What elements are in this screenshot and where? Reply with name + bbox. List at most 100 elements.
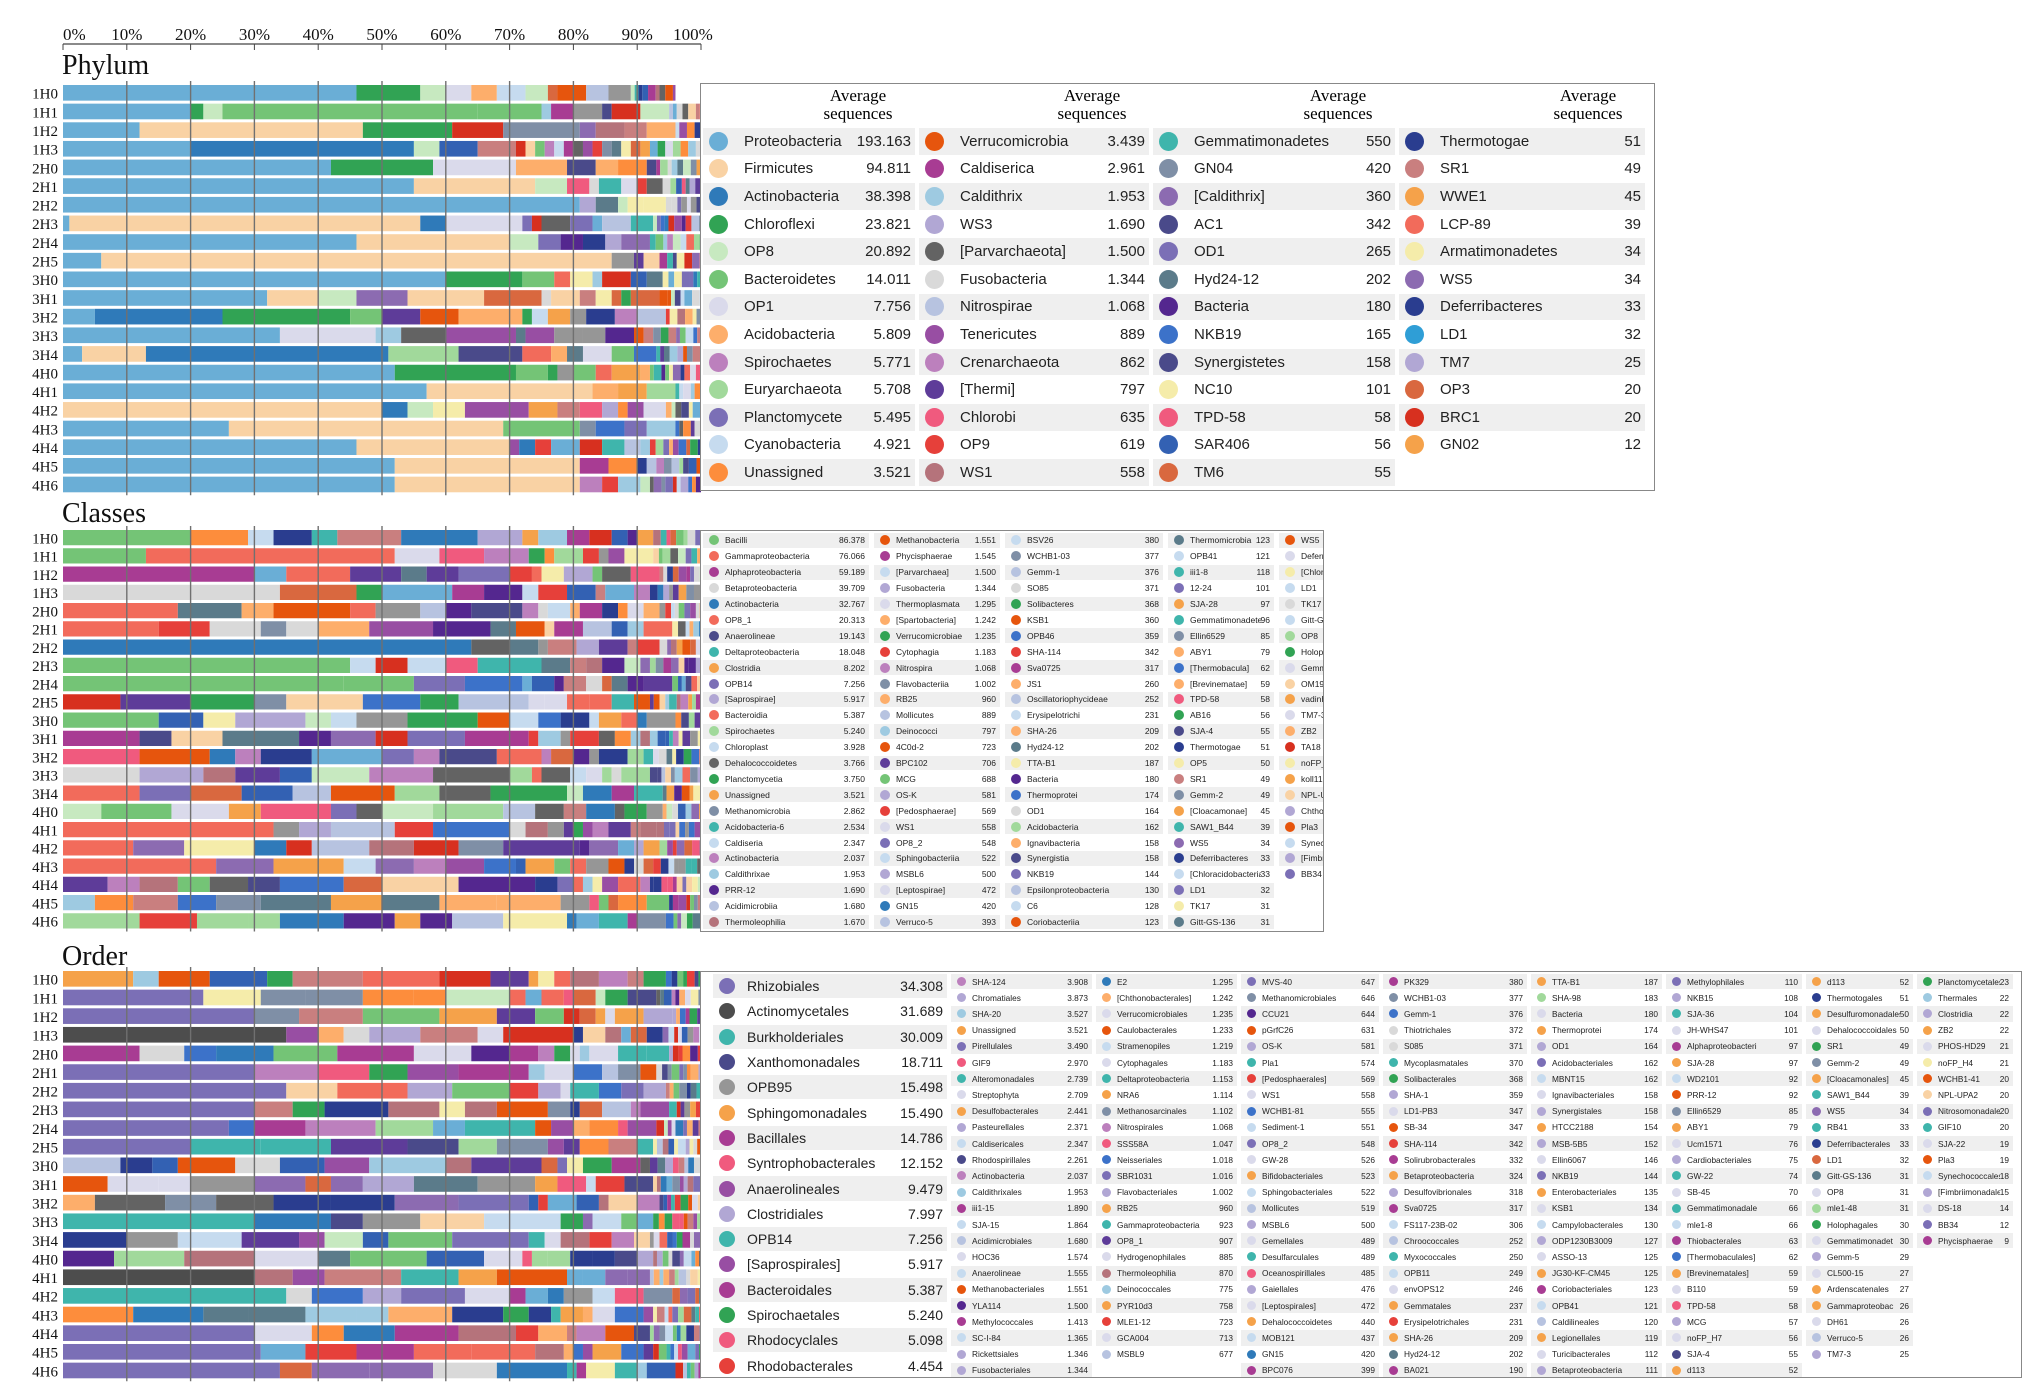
classes-bar-segment <box>637 639 660 655</box>
order-legend-column: SHA-124 3.908 Chromatiales 3.873 SHA-20 3.527… <box>951 972 1096 1377</box>
legend-average-sequences: 713 <box>1219 1332 1233 1343</box>
classes-bar-segment <box>671 603 675 619</box>
order-bar-segment <box>605 1008 615 1024</box>
legend-color-swatch <box>1285 726 1295 737</box>
legend-taxon-name: SJA-28 <box>1687 1057 1715 1068</box>
order-bar-segment <box>685 989 691 1006</box>
legend-average-sequences: 85 <box>1788 1106 1798 1117</box>
classes-bar-segment <box>394 548 440 564</box>
legend-color-swatch <box>1537 1058 1546 1068</box>
classes-sample-label: 4H0 <box>32 805 58 821</box>
order-bar-segment <box>669 1082 674 1099</box>
legend-taxon-name: Erysipelotrichales <box>1404 1316 1470 1327</box>
classes-bar-segment <box>439 749 497 765</box>
legend-color-swatch <box>1812 1301 1821 1311</box>
order-main-legend-column: Rhizobiales 34.308 Actinomycetales 31.689 Bu… <box>713 972 951 1377</box>
legend-taxon-name: LD1 <box>1827 1154 1843 1165</box>
legend-taxon-name: [Chthonobacterales] <box>1117 992 1192 1003</box>
legend-average-sequences: 376 <box>1509 1008 1523 1019</box>
order-bar-segment <box>464 1120 536 1136</box>
order-bar-segment <box>678 1045 683 1062</box>
legend-average-sequences: 688 <box>981 773 996 784</box>
legend-average-sequences: 32 <box>1624 325 1641 343</box>
legend-color-swatch <box>1812 1333 1821 1343</box>
legend-average-sequences: 22 <box>1999 1008 2009 1019</box>
classes-legend-item: Nitrospira 1.068 <box>874 660 1000 676</box>
order-bar-segment <box>698 1120 701 1136</box>
order-bar-segment <box>672 1250 680 1267</box>
phylum-bar-segment <box>681 178 686 194</box>
classes-bar-segment <box>697 730 701 746</box>
order-legend-item: envOPS12 246 <box>1383 1282 1527 1297</box>
classes-bar-segment <box>672 566 679 582</box>
legend-taxon-name: Erysipelotrichi <box>1027 710 1080 721</box>
legend-taxon-name: Acidobacteria-6 <box>725 821 785 832</box>
order-bar-segment <box>653 1325 660 1341</box>
order-legend-item: MOB121 437 <box>1241 1330 1379 1346</box>
classes-bar-segment <box>685 822 689 838</box>
classes-legend-item: Deinococci 797 <box>874 723 1000 739</box>
legend-average-sequences: 1.002 <box>1212 1187 1233 1198</box>
order-legend-item: SHA-20 3.527 <box>951 1006 1092 1022</box>
phylum-bar-segment <box>638 85 643 101</box>
legend-taxon-name: Mycoplasmatales <box>1404 1057 1469 1068</box>
order-main-legend-item: Xanthomonadales 18.711 <box>713 1050 947 1074</box>
phylum-bar-segment <box>624 420 647 437</box>
order-bar-segment <box>656 1138 663 1155</box>
legend-color-swatch <box>1102 1203 1111 1213</box>
legend-taxon-name: TM7-3 <box>1301 710 1324 721</box>
order-bar-segment <box>664 1213 673 1230</box>
legend-color-swatch <box>957 1090 966 1100</box>
classes-bar-segment <box>413 749 440 765</box>
order-bar-segment <box>496 1101 548 1118</box>
order-bar-segment <box>643 1288 673 1304</box>
phylum-legend-item: Fusobacteria 1.344 <box>919 266 1149 293</box>
order-legend-item: noFP_H4 21 <box>1917 1055 2013 1070</box>
order-bar-segment <box>528 1064 545 1080</box>
legend-color-swatch <box>1405 352 1424 372</box>
legend-color-swatch <box>719 1231 735 1248</box>
classes-bar-segment <box>241 603 274 619</box>
classes-bar-segment <box>63 858 217 874</box>
order-bar-segment <box>680 1101 685 1118</box>
order-legend-item: FS117-23B-02 306 <box>1383 1217 1527 1232</box>
order-sample-label: 1H1 <box>32 991 58 1007</box>
classes-legend-item: Anaerolineae 19.143 <box>703 628 869 644</box>
classes-legend-item: [Chloracidobacteria]33 <box>1168 867 1274 882</box>
order-main-legend-item: Rhizobiales 34.308 <box>713 974 947 999</box>
classes-bar-segment <box>658 749 667 765</box>
order-bar-segment <box>260 1344 306 1360</box>
classes-bar-segment <box>663 657 672 673</box>
order-bar-segment <box>586 1362 615 1379</box>
phylum-bar-segment <box>63 458 395 474</box>
legend-average-sequences: 202 <box>1144 742 1159 753</box>
legend-color-swatch <box>1672 1187 1681 1197</box>
legend-color-swatch <box>957 993 966 1003</box>
phylum-bar-segment <box>413 178 536 194</box>
order-bar-segment <box>509 1288 526 1304</box>
order-legend-item: Methanomicrobiales 646 <box>1241 990 1379 1005</box>
legend-color-swatch <box>1285 742 1295 753</box>
legend-color-swatch <box>880 710 890 721</box>
order-bar-segment <box>672 1045 679 1062</box>
order-bar-segment <box>649 1157 658 1174</box>
legend-average-sequences: 723 <box>981 742 996 753</box>
legend-taxon-name: Gemm-2 <box>1827 1057 1860 1068</box>
legend-color-swatch <box>1672 1009 1681 1019</box>
legend-color-swatch <box>1672 1349 1681 1359</box>
order-bar-segment <box>595 989 606 1006</box>
order-bar-segment <box>608 1194 638 1211</box>
classes-bar-segment <box>407 657 446 673</box>
order-bar-segment <box>228 1120 255 1136</box>
order-bar-segment <box>63 1288 287 1304</box>
legend-color-swatch <box>957 1009 966 1019</box>
order-legend-item: Phycisphaerae 9 <box>1917 1233 2013 1249</box>
classes-bar-segment <box>678 730 683 746</box>
order-sample-label: 3H1 <box>32 1178 58 1194</box>
phylum-bar-segment <box>649 364 654 381</box>
legend-color-swatch <box>1011 917 1021 928</box>
order-bar-segment <box>695 1250 700 1267</box>
legend-color-swatch <box>1923 1139 1932 1149</box>
legend-color-swatch <box>1011 869 1021 880</box>
order-bar-segment <box>356 1306 389 1323</box>
